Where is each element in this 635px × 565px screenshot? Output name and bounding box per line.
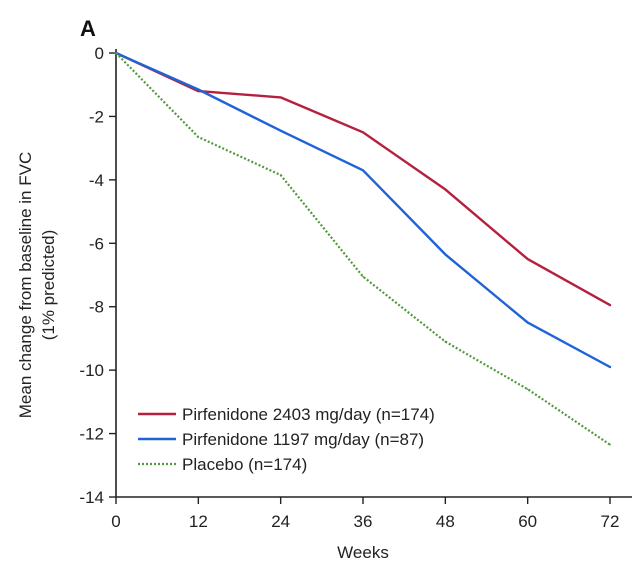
series-2-point (526, 388, 529, 390)
series-2-point (279, 174, 282, 176)
y-tick-label: -10 (79, 361, 104, 380)
series-1-point (197, 88, 200, 91)
y-axis-title-line-1: Mean change from baseline in FVC (16, 152, 35, 418)
y-tick-label: -6 (89, 234, 104, 253)
series-line-2 (115, 52, 611, 446)
y-tick-label: -8 (89, 298, 104, 317)
series-1-point (362, 169, 364, 172)
x-tick-label: 24 (271, 512, 290, 531)
series-2-point (444, 340, 447, 343)
series-2-point (609, 443, 611, 446)
series-0-point (609, 304, 611, 306)
x-tick-label: 36 (354, 512, 373, 531)
x-tick-label: 60 (518, 512, 537, 531)
x-axis-title: Weeks (337, 543, 389, 562)
series-0-point (279, 96, 282, 99)
legend-label-2: Placebo (n=174) (182, 455, 307, 474)
x-tick-label: 12 (189, 512, 208, 531)
series-line-1 (114, 51, 612, 369)
panel-label: A (80, 16, 96, 41)
series-1-point (279, 129, 282, 132)
legend-label-1: Pirfenidone 1197 mg/day (n=87) (182, 430, 424, 449)
y-tick-label: -2 (89, 107, 104, 126)
series-2-point (362, 275, 364, 278)
y-tick-label: -12 (79, 425, 104, 444)
series-0-point (526, 258, 529, 260)
series-1-point (609, 366, 611, 368)
series-2-point (197, 136, 200, 138)
series-0-point (444, 188, 447, 191)
x-tick-label: 72 (601, 512, 620, 531)
x-tick-label: 48 (436, 512, 455, 531)
y-tick-label: -4 (89, 171, 104, 190)
y-tick-label: 0 (95, 44, 104, 63)
series-line-0 (114, 51, 612, 307)
legend-label-0: Pirfenidone 2403 mg/day (n=174) (182, 405, 435, 424)
series-0-point (362, 131, 364, 134)
y-tick-label: -14 (79, 488, 104, 507)
series-2-point (115, 52, 117, 54)
y-axis-title-line-2: (1% predicted) (39, 230, 58, 341)
series-1-point (526, 321, 529, 324)
series-1-point (444, 253, 447, 256)
x-tick-label: 0 (111, 512, 120, 531)
